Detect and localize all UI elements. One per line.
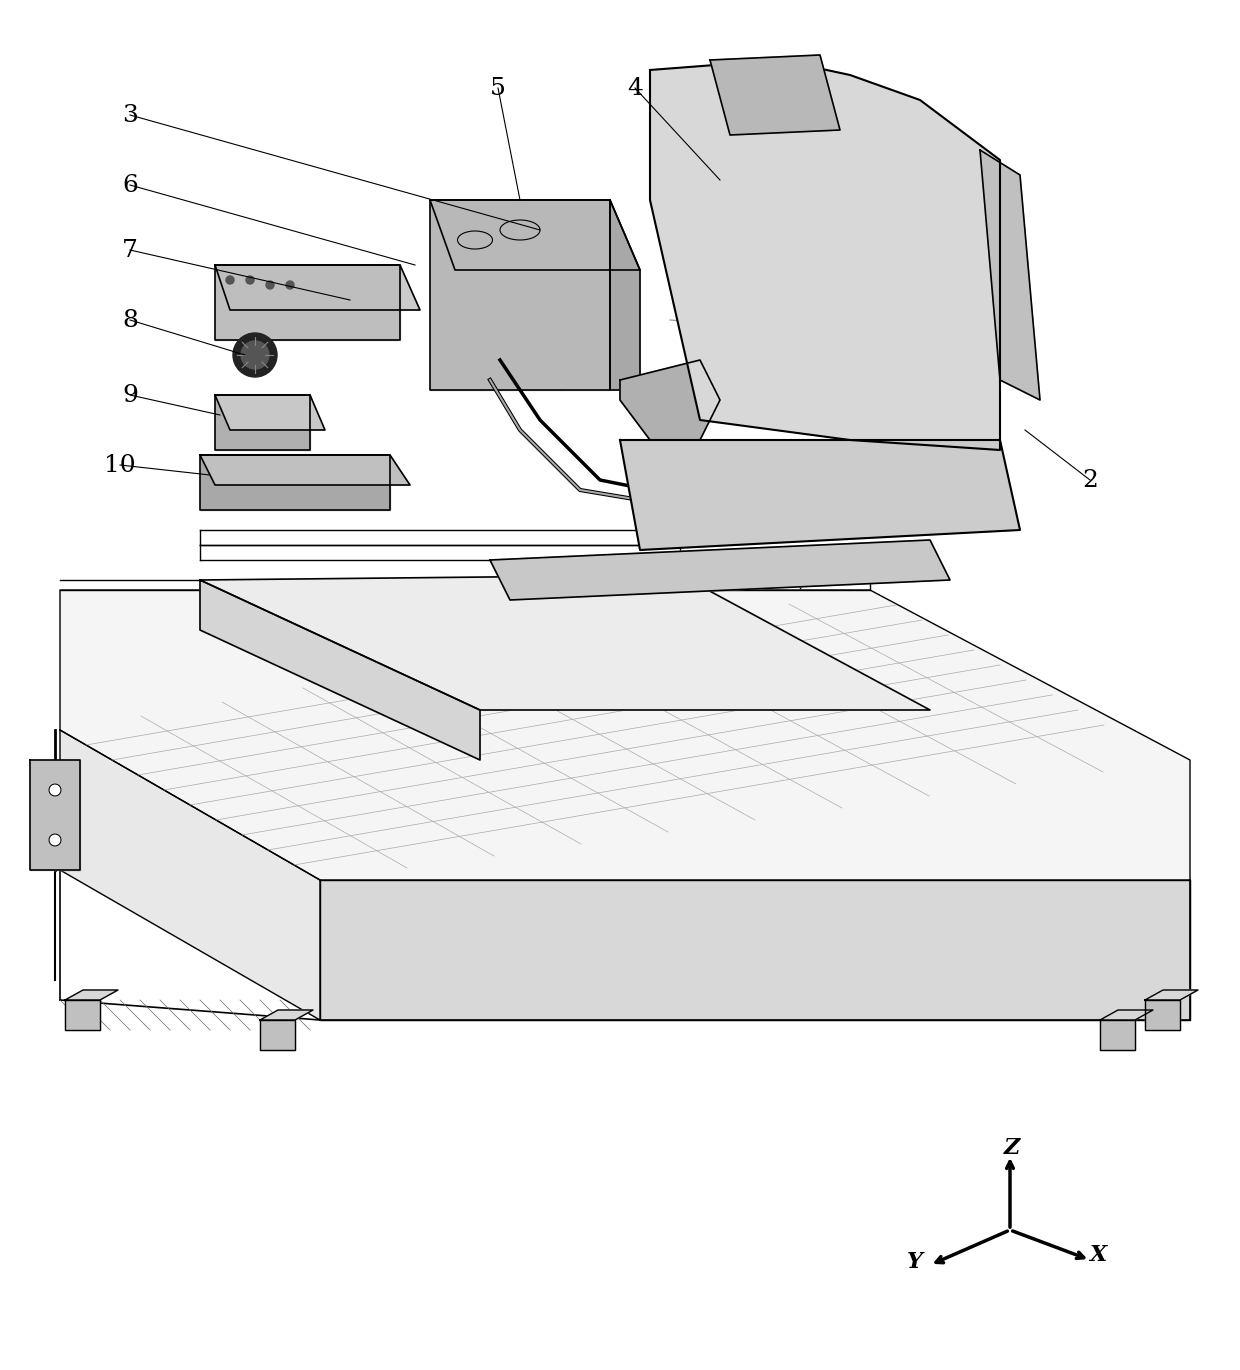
Polygon shape — [200, 575, 930, 710]
Polygon shape — [430, 200, 610, 390]
Polygon shape — [650, 60, 999, 449]
Polygon shape — [1100, 1021, 1135, 1049]
Polygon shape — [260, 1021, 295, 1049]
Polygon shape — [215, 395, 325, 430]
Circle shape — [50, 784, 61, 796]
Text: 2: 2 — [1083, 469, 1097, 492]
Text: 3: 3 — [122, 104, 138, 126]
Polygon shape — [711, 55, 839, 136]
Polygon shape — [320, 880, 1190, 1021]
Polygon shape — [620, 360, 720, 440]
Text: 9: 9 — [122, 384, 138, 407]
Circle shape — [50, 834, 61, 847]
Polygon shape — [200, 455, 391, 510]
Polygon shape — [980, 149, 1040, 400]
Text: 8: 8 — [122, 308, 138, 332]
Polygon shape — [430, 200, 640, 270]
Polygon shape — [215, 264, 401, 340]
Polygon shape — [215, 264, 420, 310]
Polygon shape — [490, 540, 950, 600]
Polygon shape — [1145, 991, 1198, 1000]
Circle shape — [246, 275, 254, 284]
Polygon shape — [200, 580, 480, 760]
Polygon shape — [620, 440, 1021, 549]
Polygon shape — [64, 991, 118, 1000]
Circle shape — [267, 281, 274, 289]
Text: Z: Z — [1004, 1137, 1021, 1159]
Circle shape — [226, 275, 234, 284]
Polygon shape — [610, 200, 640, 390]
Polygon shape — [1100, 1010, 1153, 1021]
Text: 7: 7 — [122, 238, 138, 262]
Text: 6: 6 — [122, 174, 138, 196]
Polygon shape — [1145, 1000, 1180, 1030]
Circle shape — [286, 281, 294, 289]
Polygon shape — [60, 730, 320, 1021]
Polygon shape — [64, 1000, 100, 1030]
Polygon shape — [30, 760, 81, 870]
Text: 4: 4 — [627, 77, 642, 100]
Polygon shape — [200, 455, 410, 485]
Polygon shape — [260, 1010, 312, 1021]
Text: 10: 10 — [104, 453, 136, 477]
Polygon shape — [60, 590, 1190, 880]
Text: 5: 5 — [490, 77, 506, 100]
Text: X: X — [1090, 1244, 1106, 1266]
Circle shape — [241, 341, 269, 369]
Text: Y: Y — [908, 1251, 923, 1273]
Circle shape — [233, 333, 277, 377]
Polygon shape — [215, 395, 310, 449]
